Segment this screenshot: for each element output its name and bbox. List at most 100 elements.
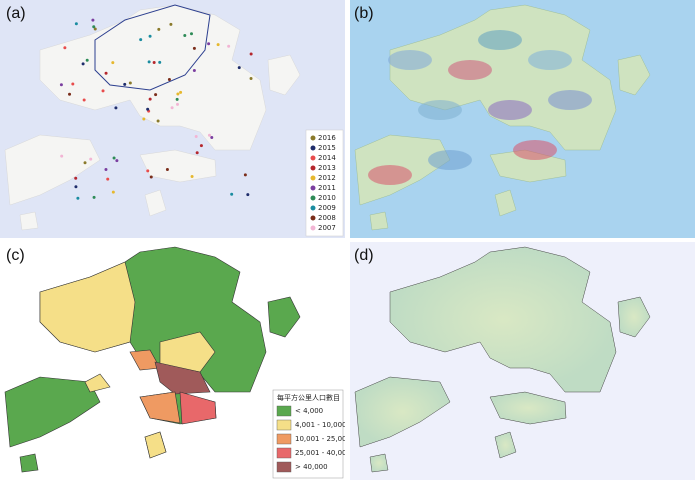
legend-swatch [310,215,316,221]
incident-point [81,62,85,66]
legend-label: 4,001 - 10,000 [295,421,347,429]
heat-blob [548,90,592,110]
incident-point [176,92,180,96]
panel-c: 每平方公里人口數目 < 4,000 4,001 - 10,000 10,001 - 2… [0,242,351,480]
incident-point [148,34,152,38]
legend-label: 2008 [318,214,336,222]
incident-point [192,69,196,73]
incident-point [249,76,253,80]
incident-point [156,119,160,123]
land-lantau [354,376,451,448]
land-lantau [4,134,101,206]
land-hki [489,391,567,425]
incident-point [128,81,132,85]
incident-point [76,196,80,200]
incident-point [139,38,143,42]
panel-label: (c) [6,247,25,264]
land-nt [389,246,617,393]
incident-point [93,27,97,31]
incident-point [152,60,156,64]
legend-swatch [310,195,316,201]
legend-label: 2015 [318,144,336,152]
incident-point [91,18,95,22]
heat-blob [448,60,492,80]
land-cheung [19,211,39,231]
district-boundary [94,4,211,91]
incident-point [146,169,150,173]
land-east [617,54,651,96]
legend-swatch [310,205,316,211]
incident-point [195,151,199,155]
land-nt [39,4,267,151]
incident-point [227,44,231,48]
district [144,431,167,459]
land-lamma [494,189,517,217]
incident-point [74,176,78,180]
legend-swatch [310,175,316,181]
panel-label: (b) [354,5,374,22]
panel-label: (d) [354,247,374,264]
land-lantau [4,376,101,448]
incident-point [190,175,194,179]
incident-point [175,102,179,106]
incident-point [114,106,118,110]
district [154,361,211,395]
incident-point [169,22,173,26]
incident-point [158,60,162,64]
legend-label: 2013 [318,164,336,172]
legend-label: < 4,000 [295,407,323,415]
incident-point [83,161,87,165]
panel-d [350,242,695,480]
legend-label: 10,001 - 25,000 [295,435,351,443]
incident-point [115,159,119,163]
legend-swatch [276,461,292,473]
incident-point [92,25,96,29]
heat-blob [488,100,532,120]
panel-label: (a) [6,5,26,22]
incident-point [199,144,203,148]
incident-point [157,27,161,31]
land-east [267,54,301,96]
legend-label: 2010 [318,194,336,202]
incident-point [123,82,127,86]
incident-point [192,46,196,50]
incident-point [170,106,174,110]
heat-blob [418,100,462,120]
land-cheung [19,453,39,473]
incident-point [194,134,198,138]
heat-blob [388,50,432,70]
incident-point [207,42,211,46]
incident-point [154,93,158,97]
incident-point [71,82,75,86]
incident-point [104,167,108,171]
incident-point [179,90,183,94]
incident-point [146,107,150,111]
land-cheung [369,453,389,473]
legend-label: 2014 [318,154,336,162]
land-east [617,296,651,338]
legend: 每平方公里人口數目 < 4,000 4,001 - 10,000 10,001 - 2… [272,389,351,479]
legend-swatch [310,225,316,231]
incident-point [243,173,247,177]
heat-blob [513,140,557,160]
incident-point [63,46,67,50]
incident-point [167,77,171,81]
land-east [267,296,301,338]
incident-point [246,193,250,197]
incident-point [189,32,193,36]
heat-blob [368,165,412,185]
incident-point [68,92,72,96]
incident-point [106,177,110,181]
incident-point [74,185,78,189]
incident-point [237,66,241,70]
land-lamma [494,431,517,459]
legend-swatch [310,165,316,171]
incident-point [165,168,169,172]
incident-point [249,52,253,56]
incident-point [207,133,211,137]
incident-point [89,157,93,161]
district [39,261,136,353]
heat-blob [478,30,522,50]
incident-point [111,190,115,194]
incident-point [111,61,115,65]
